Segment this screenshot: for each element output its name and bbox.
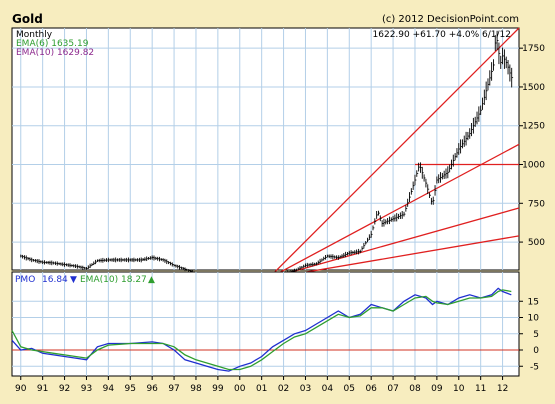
pmo-line (11, 287, 512, 372)
price-y-tick-label: 500 (528, 238, 545, 248)
pmo-panel (11, 271, 520, 377)
x-tick-label: 10 (453, 384, 465, 394)
x-tick-label: 09 (431, 384, 443, 394)
trendline (267, 143, 520, 280)
price-y-tick-label: 1750 (522, 44, 545, 54)
x-tick-label: 96 (146, 384, 158, 394)
x-tick-label: 05 (344, 384, 355, 394)
trendline (267, 27, 520, 279)
pmo-y-tick-label: 5 (533, 330, 539, 340)
pmo-signal-line (11, 289, 512, 371)
price-y-tick-labels: 500 750 1000 1250 1500 1750 (519, 44, 545, 248)
x-tick-label: 00 (234, 384, 246, 394)
pmo-y-tick-label: -5 (530, 362, 539, 372)
copyright-text: (c) 2012 DecisionPoint.com (382, 14, 519, 25)
legend-signal-arrow-up-icon: ▲ (148, 275, 155, 285)
price-y-tick-label: 1000 (522, 161, 545, 171)
legend-signal-value: 18.27 (121, 275, 147, 285)
trendline (268, 235, 520, 280)
x-tick-label: 08 (409, 384, 421, 394)
price-y-tick-label: 750 (528, 199, 545, 209)
legend-period: Monthly (16, 30, 53, 40)
x-tick-label: 97 (168, 384, 179, 394)
x-tick-label: 07 (387, 384, 398, 394)
chart-title: Gold (12, 12, 43, 26)
x-tick-label: 95 (125, 384, 136, 394)
x-tick-label: 06 (365, 384, 377, 394)
x-tick-label: 93 (81, 384, 92, 394)
x-tick-label: 04 (322, 384, 334, 394)
x-tick-label: 94 (103, 384, 115, 394)
legend-ema10: EMA(10) 1629.82 (16, 48, 94, 58)
x-tick-label: 91 (37, 384, 48, 394)
price-panel (11, 27, 520, 271)
legend-pmo-arrow-down-icon: ▼ (70, 275, 77, 285)
legend-signal-label: EMA(10) (80, 275, 118, 285)
legend-pmo-value: 16.84 (42, 275, 68, 285)
price-trendlines (267, 27, 520, 280)
x-tick-labels: 90 91 92 93 94 95 96 97 98 99 00 01 02 03 04 05 06 07 08 09… (15, 376, 508, 394)
price-y-tick-label: 1500 (522, 83, 545, 93)
legend-ema6: EMA(6) 1635.19 (16, 39, 89, 49)
price-y-tick-label: 1250 (522, 122, 545, 132)
pmo-y-tick-labels: -5 0 5 10 15 (519, 297, 539, 372)
x-tick-label: 98 (190, 384, 202, 394)
x-tick-label: 02 (278, 384, 289, 394)
pmo-y-tick-label: 15 (528, 297, 539, 307)
x-tick-label: 12 (497, 384, 508, 394)
pmo-y-tick-label: 0 (533, 346, 539, 356)
x-tick-label: 11 (475, 384, 486, 394)
pmo-lines (11, 287, 512, 372)
x-tick-label: 03 (300, 384, 311, 394)
x-tick-label: 92 (59, 384, 70, 394)
trendline (268, 207, 520, 280)
x-tick-label: 90 (15, 384, 27, 394)
pmo-y-tick-label: 10 (528, 314, 540, 324)
legend-pmo-label: PMO (15, 275, 35, 285)
quote-text: 1622.90 +61.70 +4.0% 6/1/12 (373, 30, 511, 40)
x-tick-label: 99 (212, 384, 224, 394)
x-tick-label: 01 (256, 384, 267, 394)
